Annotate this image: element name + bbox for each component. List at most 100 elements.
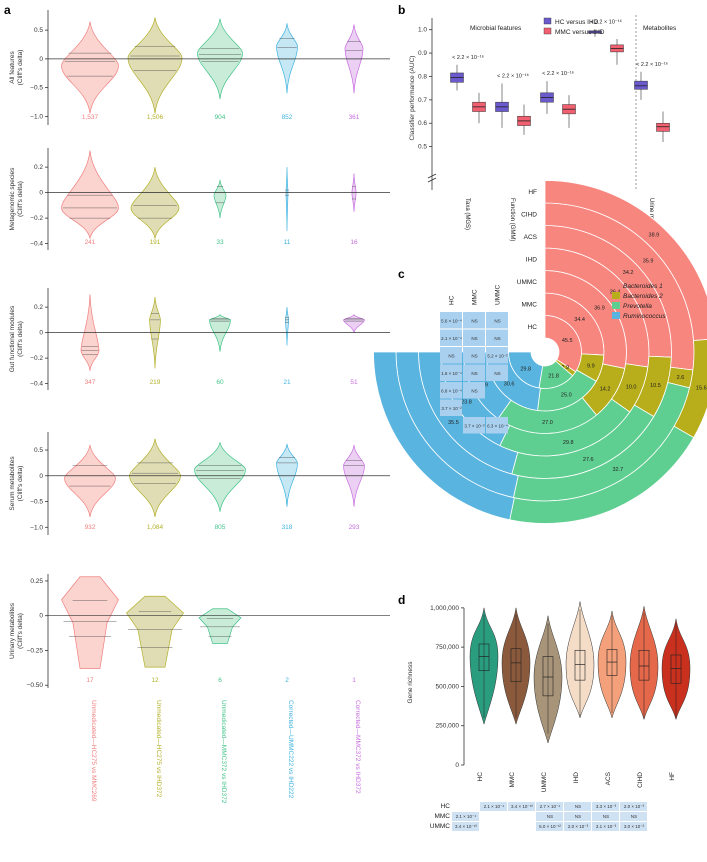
violin-count-label: 361 [349, 114, 360, 121]
panel-d-letter: d [398, 593, 405, 607]
violin-count-label: 2 [285, 677, 289, 684]
violin-count-label: 6 [218, 677, 222, 684]
radial-value-label: 27.6 [583, 457, 594, 463]
violin-count-label: 11 [284, 239, 291, 246]
radial-value-label: 35.9 [643, 259, 654, 265]
y-axis-label: Metagenomic species(Cliff's delta) [9, 167, 24, 231]
radial-value-label: 15.6 [696, 385, 707, 391]
table-cell: NS [575, 814, 581, 819]
table-cell-bg [463, 364, 485, 381]
radial-segment [544, 180, 707, 341]
ring-label: HF [528, 189, 537, 196]
legend-label: Bacteroides 2 [623, 293, 663, 300]
legend-swatch [543, 27, 552, 35]
radial-value-label: 34.2 [623, 270, 634, 276]
table-cell: NS [471, 388, 477, 393]
y-axis-label: Gut functional modules(Cliff's delta) [9, 305, 24, 372]
table-cell: 3.4 × 10⁻¹⁰ [511, 804, 533, 809]
table-cell-bg [463, 312, 485, 329]
radial-value-label: 38.9 [649, 232, 660, 238]
table-row-header: HC [441, 803, 451, 810]
table-cell: NS [603, 814, 609, 819]
radial-value-label: 29.8 [520, 366, 531, 372]
p-value-annotation: < 2.2 × 10⁻¹⁶ [636, 61, 668, 68]
table-cell: NS [471, 318, 477, 323]
table-cell: NS [575, 804, 581, 809]
legend-label: Prevotella [623, 303, 652, 310]
violin-count-label: 17 [86, 677, 94, 684]
table-cell-bg [536, 812, 563, 821]
group-label: Unmedicated—HC275 vs IHD372 [155, 700, 162, 798]
radial-value-label: 30.6 [504, 382, 515, 388]
y-tick-label: 0.5 [34, 447, 43, 454]
table-cell-bg [440, 312, 462, 329]
y-axis-label-line1: Metagenomic species [9, 167, 16, 231]
x-category-label: Taxa (MGS) [464, 198, 470, 230]
y-axis-label-line2: (Cliff's delta) [17, 181, 24, 217]
violin-count-label: 1,537 [82, 114, 99, 121]
table-cell-bg [564, 812, 591, 821]
y-tick-label: −0.5 [30, 85, 43, 92]
box [634, 80, 648, 90]
violin [198, 608, 242, 644]
radial-value-label: 10.5 [650, 383, 661, 389]
violin-count-label: 241 [85, 239, 96, 246]
table-cell: 3.1 × 10⁻³ [596, 824, 617, 829]
radial-value-label: 23.8 [461, 399, 472, 405]
table-cell-bg [620, 802, 647, 811]
ring-label: UMMC [517, 279, 538, 286]
table-cell-bg [440, 347, 462, 364]
table-cell: NS [494, 318, 500, 323]
y-tick-label: 0.2 [34, 304, 43, 311]
y-tick-label: −0.2 [30, 355, 43, 362]
panel-d-gene-richness: 1,000,000 750,000 500,000 250,000 0 Gene rich… [407, 601, 691, 831]
p-value-annotation: < 2.2 × 10⁻¹⁶ [542, 70, 574, 77]
radial-value-label: 2.9 [561, 365, 569, 371]
table-cell: 2.0 × 10⁻³ [568, 824, 589, 829]
y-axis-label-line2: (Cliff's delta) [17, 50, 24, 86]
y-axis-label: Urinary metabolites(Cliff's delta) [9, 602, 24, 659]
violin [61, 150, 119, 239]
violin-count-label: 16 [350, 239, 358, 246]
radial-value-label: 14.2 [600, 386, 611, 392]
p-value-annotation: < 2.2 × 10⁻¹⁶ [590, 19, 622, 26]
table-cell: NS [471, 353, 477, 358]
violin [61, 576, 119, 669]
violin-count-label: 293 [349, 524, 360, 531]
ring-label: CIHD [521, 211, 537, 218]
radial-value-label: 25.0 [561, 393, 572, 399]
table-cell: 3.7 × 10⁻² [441, 406, 462, 411]
box [510, 648, 522, 683]
y-tick-label: −0.50 [27, 682, 44, 689]
violin-count-label: 60 [216, 379, 224, 386]
table-cell-bg [486, 312, 508, 329]
y-axis-label-line2: (Cliff's delta) [17, 466, 24, 502]
violin-count-label: 33 [216, 239, 224, 246]
y-tick-label: −1.0 [30, 524, 43, 531]
table-cell-bg [564, 822, 591, 831]
table-cell-bg [440, 329, 462, 346]
table-cell-bg [620, 822, 647, 831]
radial-value-label: 36.9 [594, 306, 605, 312]
table-cell: 5.6 × 10⁻⁴ [441, 318, 462, 323]
section-title: Microbial features [470, 25, 522, 32]
table-cell: 2.7 × 10⁻⁴ [540, 804, 561, 809]
table-cell-bg [508, 802, 535, 811]
table-cell: NS [494, 371, 500, 376]
radial-segment [373, 351, 515, 521]
group-label: Corrected—UMMC222 vs IHD222 [287, 700, 294, 799]
table-cell: 2.1 × 10⁻⁴ [456, 814, 477, 819]
box [606, 649, 618, 676]
table-cell: 6.3 × 10⁻⁴ [487, 423, 508, 428]
table-cell: NS [471, 371, 477, 376]
violin [61, 21, 119, 114]
violin-count-label: 852 [282, 114, 293, 121]
y-axis-label: Classifier performance (AUC) [409, 56, 416, 141]
ring-label: MMC [521, 301, 537, 308]
table-col-header: HC [449, 295, 456, 305]
radial-value-label: 32.7 [612, 467, 623, 473]
violin-count-label: 318 [282, 524, 293, 531]
violin [213, 179, 227, 219]
y-axis-label-line1: Urinary metabolites [9, 602, 16, 659]
